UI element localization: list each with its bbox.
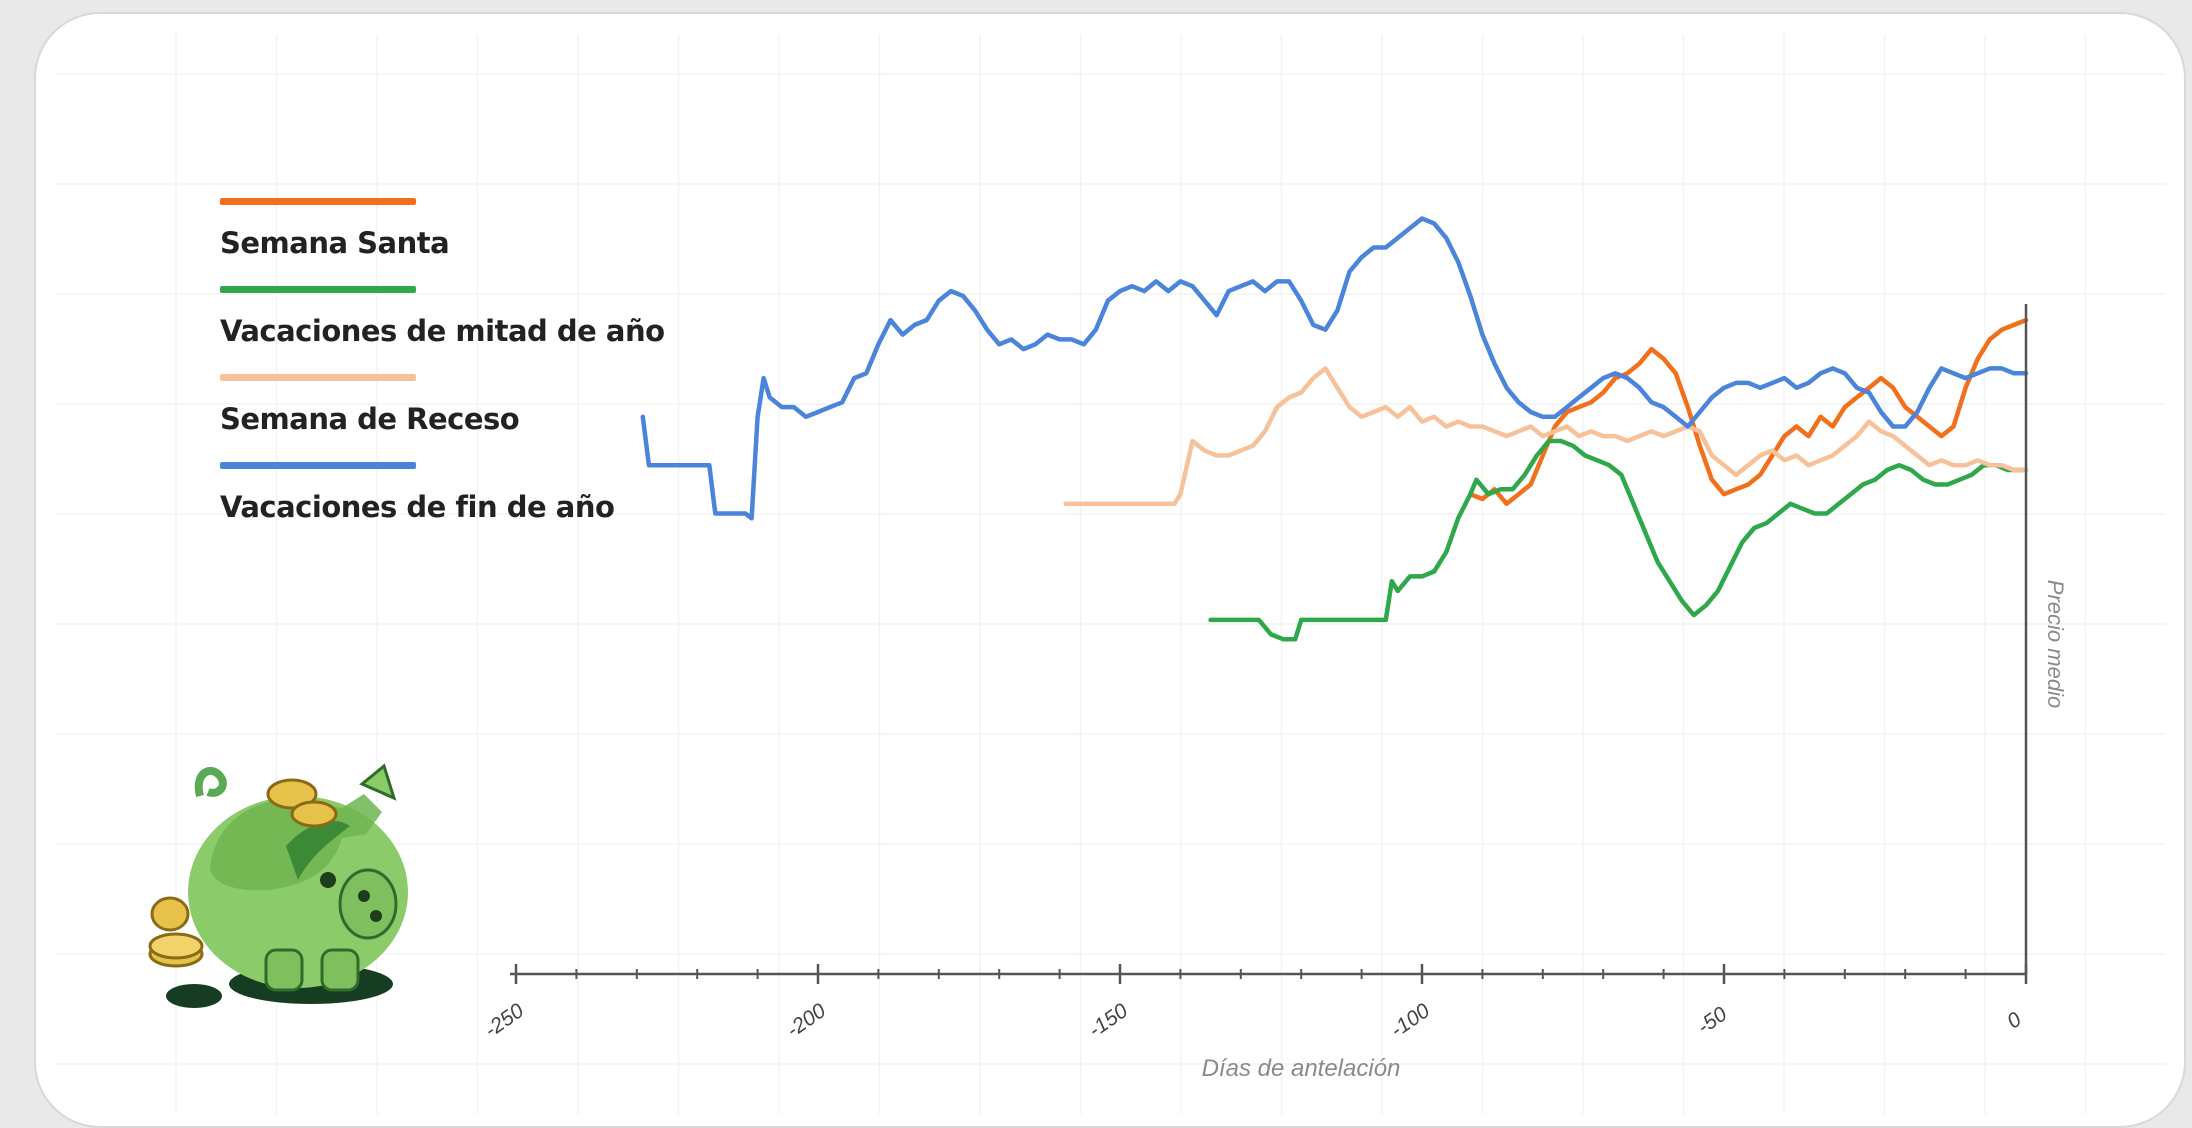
legend-swatch [220, 374, 416, 381]
x-tick-label: -250 [480, 999, 528, 1042]
legend-swatch [220, 462, 416, 469]
legend-label: Semana de Receso [220, 402, 520, 436]
line-chart: -250 -200 -150 -100 -50 0 Días de antelación Pr… [56, 34, 2166, 1114]
chart-card: -250 -200 -150 -100 -50 0 Días de antelación Pr… [36, 14, 2184, 1126]
legend-label: Vacaciones de fin de año [220, 490, 615, 524]
x-tick-label: 0 [2003, 1008, 2026, 1034]
series-line [640, 216, 2029, 521]
x-axis-title: Días de antelación [1202, 1055, 1401, 1082]
piggy-bank-illustration [148, 763, 408, 1008]
x-tick-label: -150 [1084, 999, 1132, 1042]
x-tick-label: -100 [1386, 999, 1434, 1042]
series-lines [640, 216, 2029, 642]
legend-label: Semana Santa [220, 226, 450, 260]
series-line [1208, 438, 2029, 642]
x-tick-label: -50 [1693, 1002, 1731, 1038]
legend-swatch [220, 198, 416, 205]
series-line [1468, 317, 2029, 507]
y-axis-title: Precio medio [2043, 580, 2068, 708]
axes: -250 -200 -150 -100 -50 0 Días de antelación Pr… [480, 304, 2068, 1082]
grid [56, 34, 2166, 1114]
x-tick-label: -200 [782, 999, 830, 1042]
series-line [1063, 366, 2029, 507]
legend-label: Vacaciones de mitad de año [220, 314, 665, 348]
legend-swatch [220, 286, 416, 293]
